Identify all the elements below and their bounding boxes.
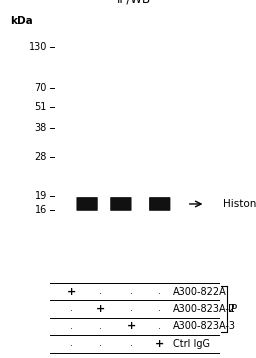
- Text: .: .: [70, 322, 73, 331]
- Text: 51: 51: [35, 102, 47, 112]
- Text: .: .: [158, 305, 161, 314]
- Text: 19: 19: [35, 191, 47, 200]
- Text: Ctrl IgG: Ctrl IgG: [173, 339, 210, 349]
- Text: .: .: [99, 322, 102, 331]
- Text: +: +: [96, 304, 105, 314]
- Text: IP/WB: IP/WB: [117, 0, 152, 6]
- FancyBboxPatch shape: [149, 197, 170, 211]
- FancyBboxPatch shape: [110, 197, 132, 211]
- Text: .: .: [130, 339, 132, 348]
- Text: .: .: [99, 287, 102, 296]
- Text: IP: IP: [228, 304, 237, 314]
- Text: .: .: [130, 287, 132, 296]
- Text: 70: 70: [35, 83, 47, 93]
- Text: kDa: kDa: [10, 16, 33, 26]
- Text: .: .: [158, 287, 161, 296]
- Text: A300-823A-2: A300-823A-2: [173, 304, 236, 314]
- Text: .: .: [130, 305, 132, 314]
- Text: .: .: [70, 305, 73, 314]
- Text: 130: 130: [28, 43, 47, 52]
- Text: 28: 28: [35, 152, 47, 162]
- Text: .: .: [70, 339, 73, 348]
- FancyBboxPatch shape: [77, 197, 98, 211]
- Text: +: +: [67, 286, 77, 296]
- Text: A300-823A-3: A300-823A-3: [173, 321, 236, 332]
- Text: A300-822A: A300-822A: [173, 286, 227, 296]
- Text: +: +: [126, 321, 136, 332]
- Text: 38: 38: [35, 123, 47, 133]
- Text: .: .: [99, 339, 102, 348]
- Text: Histone H3: Histone H3: [223, 199, 256, 209]
- Text: 16: 16: [35, 205, 47, 215]
- Text: .: .: [158, 322, 161, 331]
- Text: +: +: [155, 339, 164, 349]
